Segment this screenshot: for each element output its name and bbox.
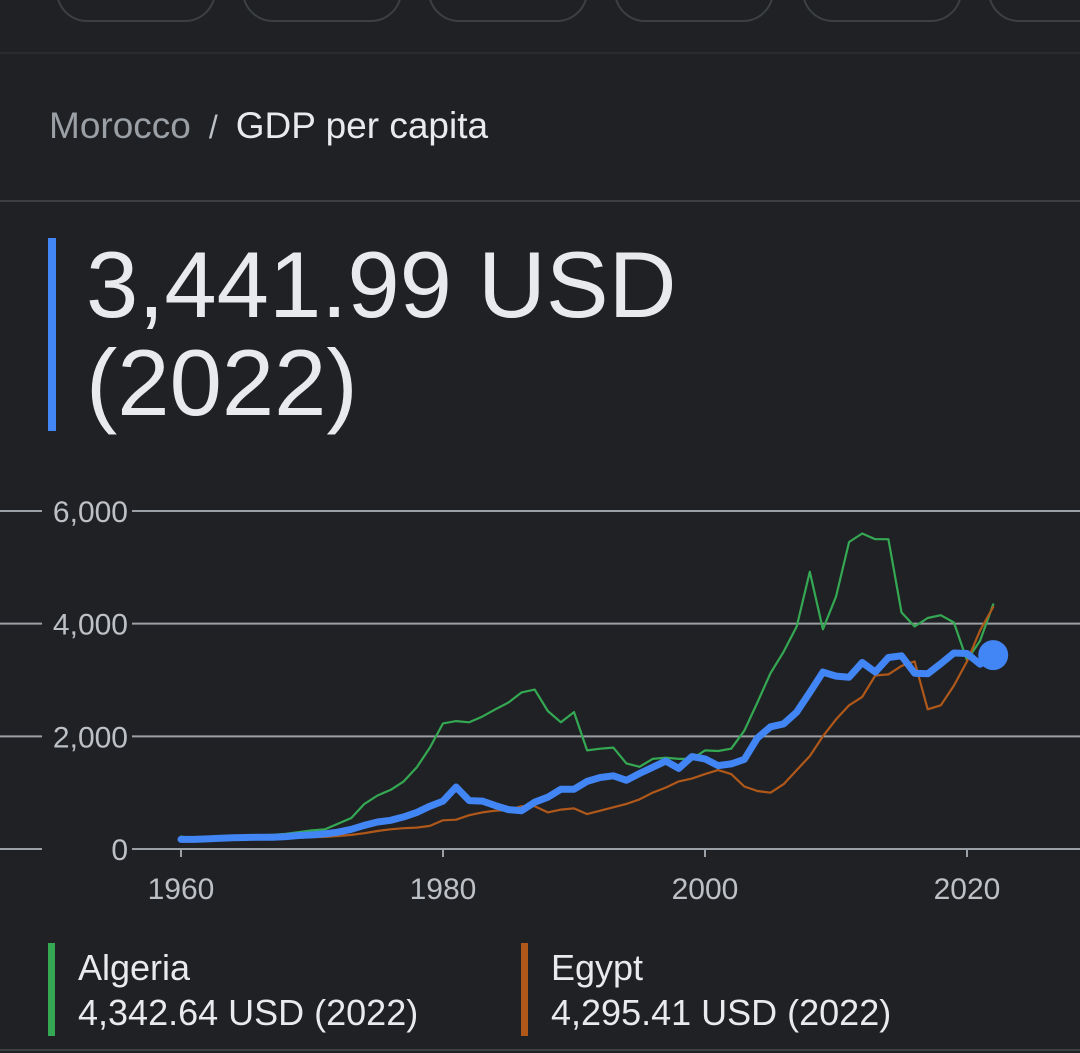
x-tick-label: 1980 <box>410 873 477 906</box>
x-tick-label: 1960 <box>148 873 215 906</box>
filter-chip[interactable] <box>428 0 588 22</box>
legend-series-name: Algeria <box>78 947 191 988</box>
y-axis-ticks: 0 2,000 4,000 6,000 <box>53 496 128 867</box>
headline-value: 3,441.99 USD (2022) <box>86 236 986 432</box>
breadcrumb-separator: / <box>208 109 218 145</box>
divider <box>0 200 1080 202</box>
y-tick-label: 0 <box>111 834 128 867</box>
filter-chip[interactable] <box>242 0 402 22</box>
x-tick-label: 2020 <box>934 873 1001 906</box>
headline-amount: 3,441.99 USD <box>86 232 677 337</box>
y-tick-label: 6,000 <box>53 496 128 529</box>
breadcrumb-country[interactable]: Morocco <box>49 105 191 146</box>
chart-series <box>177 532 1009 843</box>
legend-egypt[interactable]: Egypt 4,295.41 USD (2022) <box>521 943 951 1036</box>
x-tick-label: 2000 <box>672 873 739 906</box>
series-line-egypt <box>179 605 995 842</box>
series-endpoint-morocco <box>978 640 1009 671</box>
filter-chips <box>0 0 1080 24</box>
filter-chip[interactable] <box>988 0 1080 22</box>
breadcrumb-metric: GDP per capita <box>235 105 489 146</box>
filter-chip[interactable] <box>56 0 216 22</box>
gdp-line-chart[interactable]: 0 2,000 4,000 6,000 1960 1980 2000 2020 <box>0 480 1080 920</box>
x-axis-ticks: 1960 1980 2000 2020 <box>148 873 1001 906</box>
legend-series-name: Egypt <box>551 947 644 988</box>
filter-chip[interactable] <box>614 0 774 22</box>
divider <box>0 1049 1080 1051</box>
y-tick-label: 4,000 <box>53 609 128 642</box>
legend-algeria[interactable]: Algeria 4,342.64 USD (2022) <box>48 943 478 1036</box>
headline-value-block: 3,441.99 USD (2022) <box>48 236 676 432</box>
legend-series-value: 4,342.64 USD (2022) <box>78 992 419 1033</box>
series-line-morocco <box>177 649 997 843</box>
legend-color-swatch <box>521 943 528 1036</box>
series-line-algeria <box>179 532 995 840</box>
filter-chip[interactable] <box>802 0 962 22</box>
chart-grid <box>0 510 1080 857</box>
headline-year: (2022) <box>86 330 358 435</box>
y-tick-label: 2,000 <box>53 721 128 754</box>
divider <box>0 52 1080 54</box>
legend-color-swatch <box>48 943 55 1036</box>
breadcrumb: Morocco / GDP per capita <box>49 104 488 149</box>
legend-series-value: 4,295.41 USD (2022) <box>551 992 892 1033</box>
